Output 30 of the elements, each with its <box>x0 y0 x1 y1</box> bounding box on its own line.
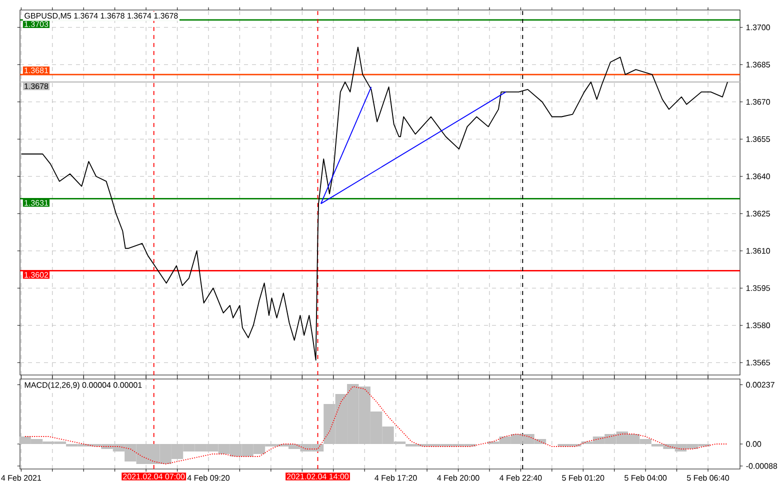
x-tick-label: 4 Feb 20:00 <box>437 474 480 481</box>
x-tick-label: 4 Feb 09:20 <box>187 474 230 481</box>
y-tick-label: 1.3700 <box>746 24 770 30</box>
y-tick-label: 1.3610 <box>746 248 770 254</box>
ref-line-label: 1.3681 <box>24 68 48 74</box>
y-tick-label: 1.3685 <box>746 62 770 68</box>
ref-line-label: 1.3631 <box>24 200 48 206</box>
ref-line-label: 1.3678 <box>24 83 48 90</box>
y-tick-label: 1.3565 <box>746 360 770 366</box>
x-tick-label: 5 Feb 04:00 <box>624 474 667 481</box>
x-tick-label: 4 Feb 2021 <box>1 474 42 481</box>
ref-line-label: 2021.02.04 07:00 <box>123 474 185 480</box>
chart-title: GBPUSD,M5 1.3674 1.3678 1.3674 1.3678 <box>24 12 178 20</box>
chart-title: MACD(12,26,9) 0.00004 0.00001 <box>24 382 142 390</box>
y-tick-label: 1.3640 <box>746 174 770 180</box>
y-tick-label: 1.3625 <box>746 210 770 216</box>
y-tick-label: 1.3655 <box>746 136 770 142</box>
y-tick-label: 1.3670 <box>746 99 770 105</box>
y-tick-label: 0.00 <box>746 441 762 447</box>
x-tick-label: 5 Feb 01:20 <box>562 474 604 481</box>
x-tick-label: 4 Feb 17:20 <box>374 474 417 481</box>
x-tick-label: 4 Feb 22:40 <box>500 474 542 481</box>
y-tick-label: 0.00237 <box>746 382 774 388</box>
ref-line-label: 1.3703 <box>24 21 48 27</box>
y-tick-label: 1.3580 <box>746 322 770 328</box>
y-tick-label: -0.00088 <box>746 463 778 469</box>
x-tick-label: 5 Feb 06:40 <box>686 474 730 481</box>
y-tick-label: 1.3595 <box>746 285 770 291</box>
ref-line-label: 1.3602 <box>24 272 48 278</box>
ref-line-label: 2021.02.04 14:00 <box>287 474 349 480</box>
